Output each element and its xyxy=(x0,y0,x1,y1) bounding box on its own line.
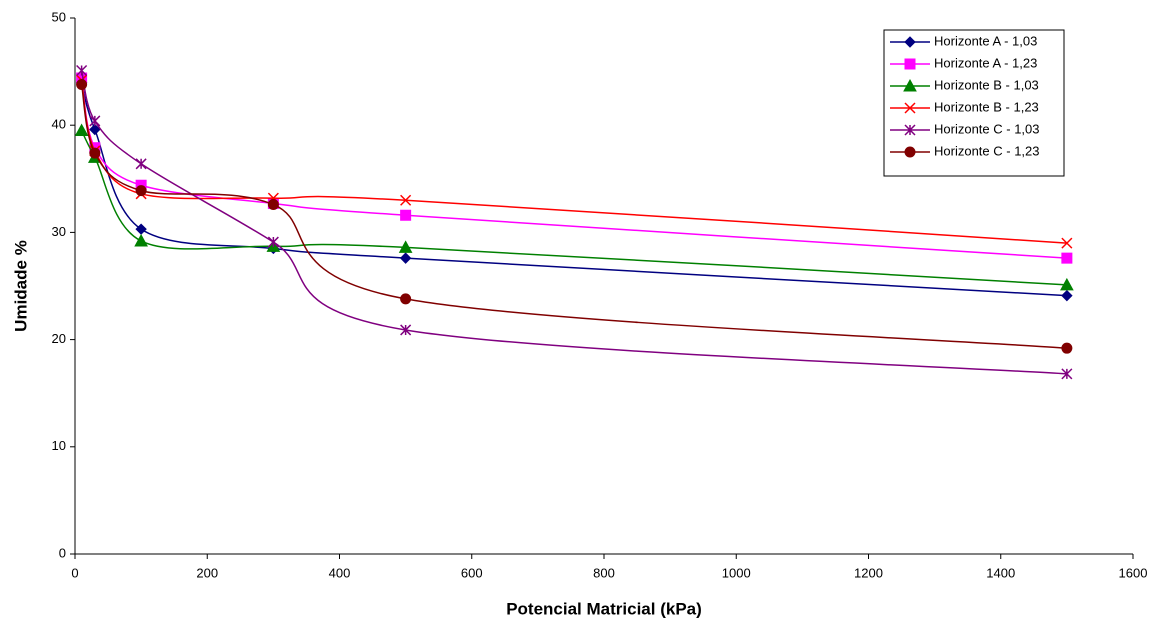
marker xyxy=(400,209,412,221)
marker xyxy=(267,236,279,248)
marker xyxy=(135,185,147,197)
y-tick-label: 30 xyxy=(52,224,66,239)
marker xyxy=(904,146,916,158)
marker xyxy=(904,102,916,114)
marker xyxy=(904,36,916,48)
x-tick-label: 800 xyxy=(593,565,615,580)
marker xyxy=(1060,277,1074,291)
marker xyxy=(89,123,101,136)
marker xyxy=(89,115,101,127)
legend-label: Horizonte A - 1,23 xyxy=(934,55,1037,70)
x-tick-label: 1600 xyxy=(1119,565,1148,580)
x-tick-label: 0 xyxy=(71,565,78,580)
series-line xyxy=(80,84,1067,349)
x-tick-label: 400 xyxy=(329,565,351,580)
marker xyxy=(400,194,412,206)
y-axis-title: Umidade % xyxy=(11,240,30,332)
legend-label: Horizonte B - 1,23 xyxy=(934,99,1039,114)
marker xyxy=(903,78,917,92)
marker xyxy=(267,199,279,211)
marker xyxy=(904,124,916,136)
marker xyxy=(400,293,412,305)
marker xyxy=(1061,237,1073,249)
marker xyxy=(76,78,88,90)
legend-label: Horizonte B - 1,03 xyxy=(934,77,1039,92)
legend-label: Horizonte C - 1,03 xyxy=(934,121,1040,136)
series-line xyxy=(80,130,1067,286)
marker xyxy=(134,233,148,247)
x-tick-label: 1400 xyxy=(986,565,1015,580)
marker xyxy=(1061,368,1073,380)
marker xyxy=(1061,252,1073,264)
series-line xyxy=(80,70,1067,375)
y-tick-label: 20 xyxy=(52,331,66,346)
x-axis-title: Potencial Matricial (kPa) xyxy=(506,599,702,618)
marker xyxy=(1061,289,1073,302)
marker xyxy=(400,324,412,336)
legend-label: Horizonte A - 1,03 xyxy=(934,33,1037,48)
legend-label: Horizonte C - 1,23 xyxy=(934,143,1040,158)
series-line xyxy=(80,82,1067,297)
marker xyxy=(74,123,89,137)
y-tick-label: 10 xyxy=(52,438,66,453)
marker xyxy=(904,58,916,70)
x-tick-label: 1200 xyxy=(854,565,883,580)
x-tick-label: 200 xyxy=(196,565,218,580)
marker xyxy=(76,64,88,77)
marker xyxy=(135,158,147,170)
marker xyxy=(398,240,413,253)
y-tick-label: 50 xyxy=(52,9,66,24)
y-tick-label: 40 xyxy=(52,117,66,132)
marker xyxy=(399,252,412,264)
marker xyxy=(1061,342,1073,354)
x-tick-label: 1000 xyxy=(722,565,751,580)
x-tick-label: 600 xyxy=(461,565,483,580)
y-tick-label: 0 xyxy=(59,545,66,560)
marker xyxy=(89,147,101,159)
